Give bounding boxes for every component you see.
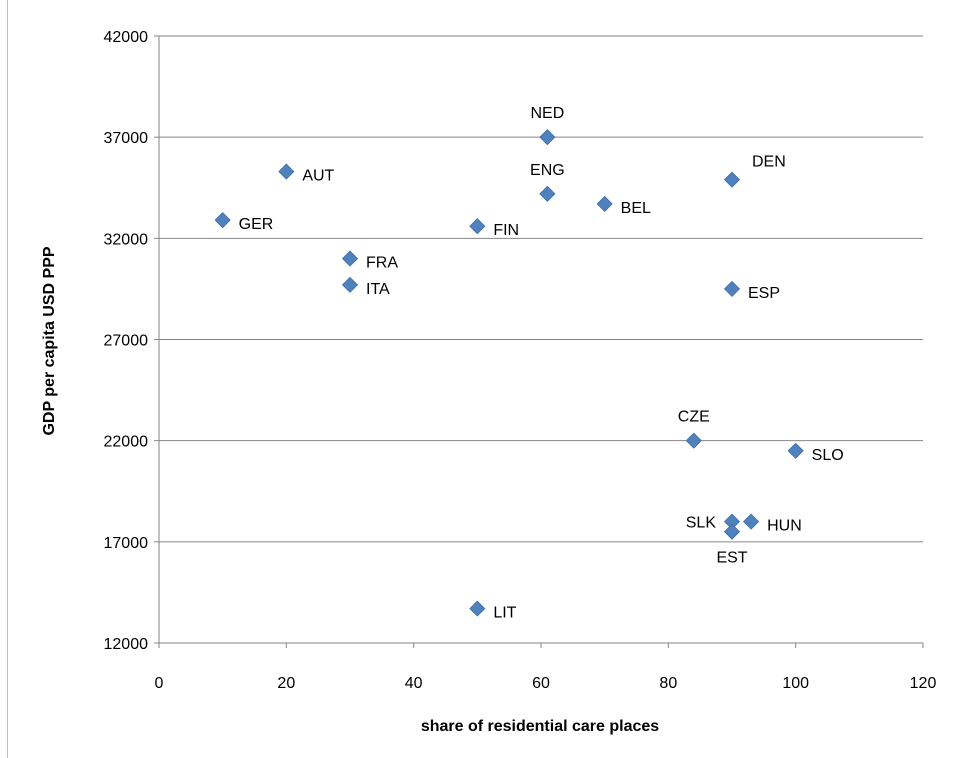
data-point-den	[723, 171, 741, 188]
data-label-slk: SLK	[686, 515, 717, 532]
data-point-fin	[469, 218, 486, 235]
y-tick-label: 37000	[104, 130, 149, 147]
y-tick-label: 32000	[104, 231, 149, 248]
data-label-fra: FRA	[366, 255, 398, 272]
y-axis-title: GDP per capita USD PPP	[41, 246, 58, 435]
data-points	[214, 129, 804, 617]
data-label-den: DEN	[752, 154, 786, 171]
data-point-est	[723, 523, 741, 540]
data-labels: GER AUT FRA ITA FIN NED ENG BEL DEN ESP CZE SLO SLK H…	[239, 105, 844, 621]
data-label-bel: BEL	[621, 200, 651, 217]
data-point-eng	[539, 185, 556, 202]
x-tick-label: 120	[910, 675, 937, 692]
data-label-ned: NED	[530, 105, 564, 122]
x-tick-label: 40	[405, 675, 423, 692]
data-label-ita: ITA	[366, 281, 390, 298]
x-tick-label: 60	[532, 675, 550, 692]
x-tick-label: 0	[155, 675, 164, 692]
data-point-lit	[469, 600, 486, 617]
x-tick-label: 100	[782, 675, 809, 692]
data-point-cze	[685, 432, 702, 449]
data-point-ita	[341, 276, 359, 293]
x-tick-label: 20	[277, 675, 295, 692]
data-point-aut	[278, 163, 295, 180]
x-tick-labels: 0 20 40 60 80 100 120	[155, 675, 937, 692]
data-label-ger: GER	[239, 216, 274, 233]
data-label-est: EST	[716, 550, 747, 567]
x-tick-label: 80	[659, 675, 677, 692]
y-tick-label: 17000	[104, 535, 149, 552]
scatter-chart: 12000 17000 22000 27000 32000 37000 42000 0 20 4…	[41, 29, 937, 735]
data-point-fra	[341, 250, 359, 267]
y-tick-label: 12000	[104, 636, 149, 653]
data-label-eng: ENG	[530, 162, 565, 179]
data-label-cze: CZE	[678, 409, 710, 426]
data-label-lit: LIT	[493, 605, 516, 622]
y-tick-label: 42000	[104, 29, 149, 46]
data-label-fin: FIN	[493, 222, 519, 239]
data-point-bel	[596, 195, 613, 213]
data-label-aut: AUT	[302, 168, 334, 185]
data-point-hun	[743, 513, 760, 530]
axes	[154, 35, 924, 648]
y-tick-label: 22000	[104, 434, 149, 451]
data-point-slo	[787, 442, 804, 459]
y-tick-label: 27000	[104, 333, 149, 350]
data-label-slo: SLO	[812, 447, 844, 464]
data-label-hun: HUN	[767, 518, 802, 535]
chart-frame: 12000 17000 22000 27000 32000 37000 42000 0 20 4…	[7, 0, 960, 758]
x-axis-title: share of residential care places	[421, 718, 659, 735]
data-label-esp: ESP	[748, 285, 780, 302]
data-point-esp	[723, 280, 741, 297]
data-point-ned	[539, 129, 556, 146]
data-point-ger	[214, 212, 231, 229]
y-tick-labels: 12000 17000 22000 27000 32000 37000 42000	[104, 29, 149, 653]
